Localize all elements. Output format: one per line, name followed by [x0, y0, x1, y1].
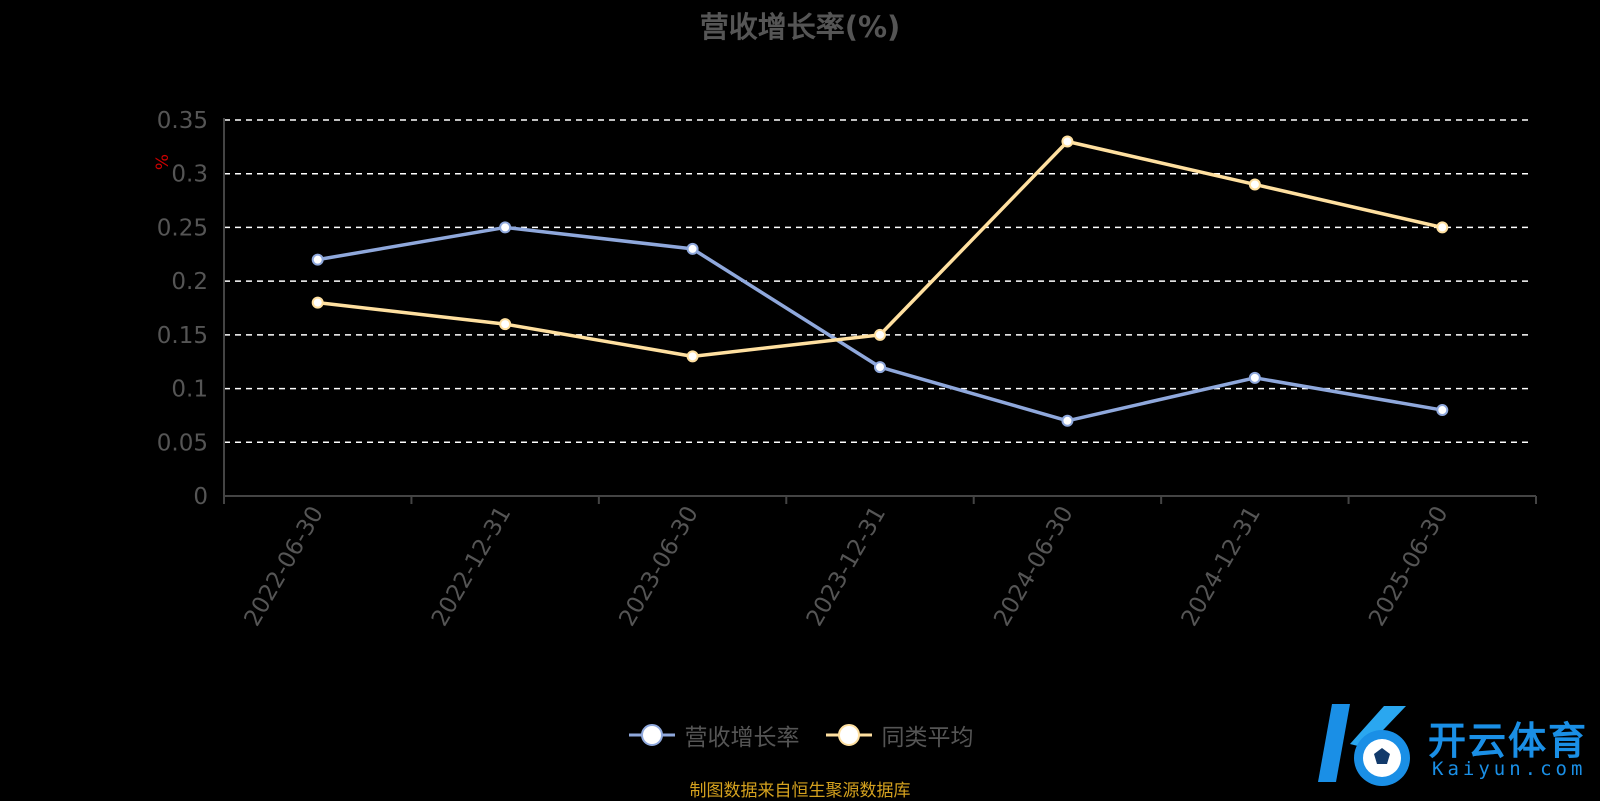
y-tick-label: 0.35 [157, 108, 208, 134]
legend-item-peer-average[interactable]: 同类平均 [824, 718, 974, 752]
data-point [686, 242, 699, 255]
data-point [1061, 414, 1074, 427]
x-tick-label: 2024-06-30 [989, 502, 1078, 631]
data-point [499, 318, 512, 331]
legend-label-peer-average: 同类平均 [881, 725, 974, 751]
series-lines [311, 135, 1449, 427]
data-point [311, 296, 324, 309]
data-point [311, 253, 324, 266]
x-tick-label: 2022-06-30 [240, 502, 329, 631]
chart-title: 营收增长率(%) [699, 10, 901, 44]
watermark-brand: 开云体育 [1428, 719, 1589, 763]
data-point [686, 350, 699, 363]
y-tick-label: 0.05 [157, 430, 208, 456]
data-point [1436, 404, 1449, 417]
data-point [499, 221, 512, 234]
legend-swatch-revenue-growth-icon [628, 724, 675, 746]
y-tick-label: 0.15 [157, 323, 208, 349]
legend-swatch-peer-average-icon [825, 724, 872, 746]
legend-label-revenue-growth: 营收增长率 [684, 725, 800, 751]
watermark-logo-icon [1318, 704, 1410, 786]
line-chart: 0 0.05 0.1 0.15 0.2 0.25 0.3 0.35% 2022-06-30 202… [153, 108, 1537, 631]
series-line-0 [317, 225, 1443, 423]
data-point [1436, 221, 1449, 234]
watermark: 开云体育 Kaiyun.com [1310, 698, 1600, 794]
legend-item-revenue-growth[interactable]: 营收增长率 [627, 718, 800, 752]
y-tick-label: 0.2 [171, 269, 208, 295]
y-tick-label: 0.1 [171, 377, 208, 403]
legend: 营收增长率 同类平均 [0, 718, 1600, 752]
y-tick-label: 0 [193, 484, 208, 510]
data-point [874, 328, 886, 341]
x-tick-label: 2022-12-31 [427, 502, 516, 631]
x-tick-label: 2025-06-30 [1364, 502, 1453, 631]
y-axis-label: % [153, 154, 173, 170]
watermark-site: Kaiyun.com [1432, 758, 1587, 780]
x-tick-label: 2023-06-30 [614, 502, 703, 631]
data-point [874, 361, 886, 374]
data-point [1248, 371, 1261, 384]
grid-lines [224, 119, 1528, 444]
axes: 0 0.05 0.1 0.15 0.2 0.25 0.3 0.35% 2022-06-30 202… [153, 108, 1537, 631]
y-tick-label: 0.25 [157, 215, 208, 241]
x-tick-label: 2024-12-31 [1177, 502, 1266, 631]
data-point [1248, 178, 1261, 191]
data-point [1061, 135, 1074, 148]
data-source-note: 制图数据来自恒生聚源数据库 [689, 781, 911, 801]
y-tick-label: 0.3 [171, 162, 208, 188]
x-tick-label: 2023-12-31 [802, 502, 891, 631]
